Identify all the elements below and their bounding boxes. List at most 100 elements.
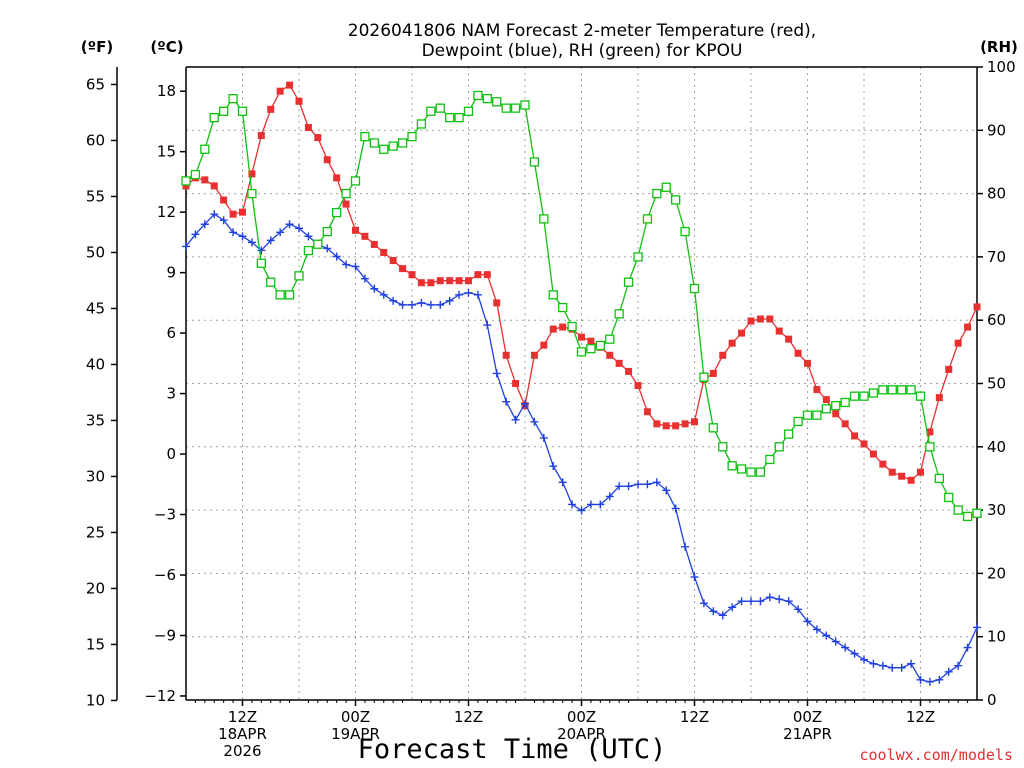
credit-text: coolwx.com/models xyxy=(859,746,1013,764)
temperature-point xyxy=(672,422,680,430)
dewpoint-point xyxy=(671,504,680,513)
rh-point xyxy=(341,188,351,199)
x-tick-label: 12Z xyxy=(454,708,483,726)
fahrenheit-tick-label: 65 xyxy=(86,75,105,93)
temperature-point xyxy=(295,97,303,105)
dewpoint-point xyxy=(521,399,529,408)
rh-point xyxy=(313,239,323,249)
dewpoint-point xyxy=(200,220,209,229)
temperature-point xyxy=(380,248,388,256)
dewpoint-point xyxy=(699,599,708,608)
temperature-point xyxy=(201,176,209,184)
temperature-point xyxy=(973,303,981,311)
rh-point xyxy=(736,464,747,474)
rh-point xyxy=(369,138,379,148)
dewpoint-point xyxy=(295,224,303,233)
temperature-point xyxy=(587,337,595,345)
temperature-point xyxy=(756,315,764,323)
dewpoint-point xyxy=(784,597,793,606)
dewpoint-point xyxy=(426,300,435,309)
dewpoint-point xyxy=(765,593,774,602)
rh-point xyxy=(661,182,671,192)
rh-point xyxy=(699,372,709,382)
dewpoint-point xyxy=(285,220,294,229)
dewpoint-point xyxy=(944,667,953,676)
rh-point xyxy=(360,131,370,142)
dewpoint-point xyxy=(718,611,727,620)
x-tick-label: 12Z xyxy=(680,708,709,726)
rh-point xyxy=(576,347,587,357)
dewpoint-point xyxy=(219,216,228,225)
data-series xyxy=(181,81,982,686)
temperature-point xyxy=(662,422,670,430)
rh-point xyxy=(200,144,210,154)
dewpoint-point xyxy=(812,625,821,634)
temperature-point xyxy=(248,170,256,178)
dewpoint-point xyxy=(530,417,539,426)
rh-series xyxy=(181,90,982,522)
dewpoint-point xyxy=(963,643,972,652)
rh-point xyxy=(388,141,398,151)
dewpoint-point xyxy=(323,244,332,253)
temperature-point xyxy=(540,341,548,349)
dewpoint-point xyxy=(728,603,737,612)
temperature-point xyxy=(964,323,972,331)
dewpoint-point xyxy=(370,284,379,293)
temperature-point xyxy=(813,386,821,394)
temperature-point xyxy=(719,351,727,359)
rh-point xyxy=(256,258,266,268)
dewpoint-point xyxy=(577,506,586,515)
fahrenheit-tick-label: 55 xyxy=(86,187,105,205)
rh-point xyxy=(209,112,219,123)
dewpoint-point xyxy=(398,300,407,309)
temperature-point xyxy=(399,265,407,273)
temperature-point xyxy=(869,450,877,458)
dewpoint-point xyxy=(464,288,473,297)
rh-tick-label: 20 xyxy=(987,564,1006,582)
grid-lines xyxy=(186,67,977,700)
rh-point xyxy=(840,397,850,408)
x-axis-title: Forecast Time (UTC) xyxy=(358,734,667,765)
rh-tick-label: 80 xyxy=(987,185,1006,203)
temperature-point xyxy=(935,394,943,402)
temperature-point xyxy=(436,277,444,285)
rh-point xyxy=(275,290,285,300)
rh-point xyxy=(294,271,304,281)
rh-point xyxy=(219,106,229,116)
celsius-tick-label: 18 xyxy=(157,82,176,100)
temperature-point xyxy=(851,432,859,440)
temperature-point xyxy=(860,440,868,448)
dewpoint-point xyxy=(756,597,765,606)
rh-point xyxy=(878,385,888,395)
temperature-point xyxy=(276,87,284,95)
dewpoint-point xyxy=(652,478,661,487)
temperature-point xyxy=(559,323,567,331)
fahrenheit-tick-label: 60 xyxy=(86,131,105,149)
temperature-point xyxy=(502,351,510,359)
dewpoint-point xyxy=(634,480,642,489)
rh-point xyxy=(774,442,784,452)
dewpoint-point xyxy=(473,290,482,299)
x-tick-label: 00Z xyxy=(341,708,370,726)
rh-point xyxy=(303,245,314,256)
rh-point xyxy=(689,283,700,294)
rh-tick-label: 0 xyxy=(987,691,997,709)
dewpoint-point xyxy=(511,415,520,424)
rh-point xyxy=(708,423,718,433)
dewpoint-point xyxy=(624,482,633,491)
temperature-point xyxy=(747,317,755,325)
rh-point xyxy=(793,416,803,427)
dewpoint-point xyxy=(615,482,624,491)
dewpoint-point xyxy=(747,597,755,606)
temperature-point xyxy=(389,257,397,265)
temperature-point xyxy=(342,200,350,208)
rh-point xyxy=(784,429,794,439)
x-tick-label: 19APR xyxy=(331,725,380,743)
temperature-point xyxy=(323,156,331,164)
rh-point xyxy=(237,106,248,116)
dewpoint-point xyxy=(379,290,388,299)
rh-point xyxy=(426,106,436,116)
rh-point xyxy=(492,97,502,107)
dewpoint-point xyxy=(549,462,558,471)
